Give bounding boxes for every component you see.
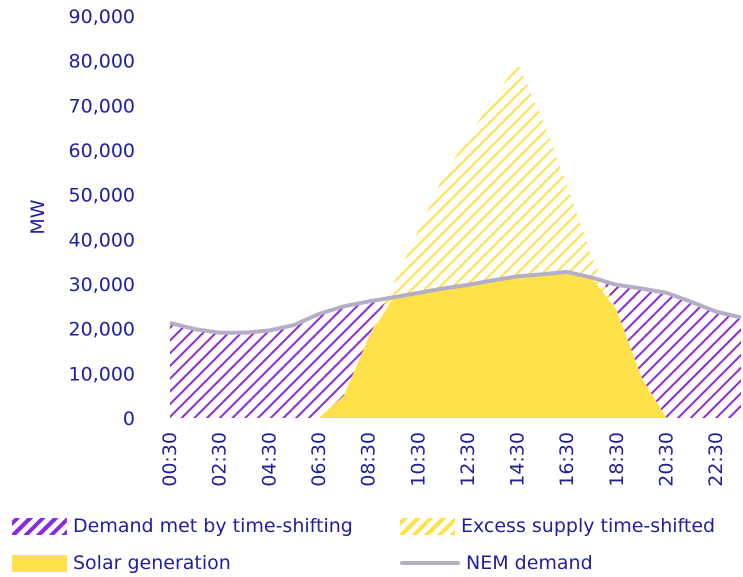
y-tick-label: 20,000 xyxy=(69,319,135,341)
legend-swatch-line-grey xyxy=(400,561,460,565)
x-tick-label: 16:30 xyxy=(556,432,578,487)
nem-demand-line xyxy=(169,269,742,335)
x-tick-label: 00:30 xyxy=(159,432,181,487)
y-tick-label: 0 xyxy=(123,408,135,430)
x-tick-label: 06:30 xyxy=(308,432,330,487)
y-axis-label: MW xyxy=(27,199,49,234)
legend-swatch-fill-yellow xyxy=(12,554,67,572)
legend-swatch-hatch-yellow xyxy=(400,517,455,535)
y-tick-label: 70,000 xyxy=(69,95,135,117)
x-tick-label: 08:30 xyxy=(358,432,380,487)
x-tick-label: 02:30 xyxy=(209,432,231,487)
legend-label-demand-time-shifting: Demand met by time-shifting xyxy=(73,515,353,537)
legend-item-excess-supply: Excess supply time-shifted xyxy=(400,515,715,537)
x-tick-label: 14:30 xyxy=(507,432,529,487)
legend-label-nem-demand: NEM demand xyxy=(466,552,593,574)
y-tick-label: 30,000 xyxy=(69,274,135,296)
y-tick-label: 50,000 xyxy=(69,185,135,207)
legend-label-solar-generation: Solar generation xyxy=(73,552,231,574)
y-tick-label: 40,000 xyxy=(69,229,135,251)
legend-item-solar-generation: Solar generation xyxy=(12,552,231,574)
x-tick-label: 20:30 xyxy=(656,432,678,487)
legend-label-excess-supply: Excess supply time-shifted xyxy=(461,515,716,537)
y-tick-label: 90,000 xyxy=(69,6,135,28)
legend-item-demand-time-shifting: Demand met by time-shifting xyxy=(12,515,353,537)
y-tick-label: 60,000 xyxy=(69,140,135,162)
legend-swatch-hatch-purple xyxy=(12,517,67,535)
solar-generation-area xyxy=(170,271,741,418)
x-tick-label: 22:30 xyxy=(705,432,727,487)
y-tick-label: 10,000 xyxy=(69,363,135,385)
x-tick-label: 10:30 xyxy=(407,432,429,487)
x-tick-label: 18:30 xyxy=(606,432,628,487)
legend-item-nem-demand: NEM demand xyxy=(400,552,593,574)
y-tick-label: 80,000 xyxy=(69,51,135,73)
x-tick-label: 04:30 xyxy=(258,432,280,487)
x-tick-label: 12:30 xyxy=(457,432,479,487)
chart: 0 10,000 20,000 30,000 40,000 50,000 60,000 70,… xyxy=(27,6,742,487)
